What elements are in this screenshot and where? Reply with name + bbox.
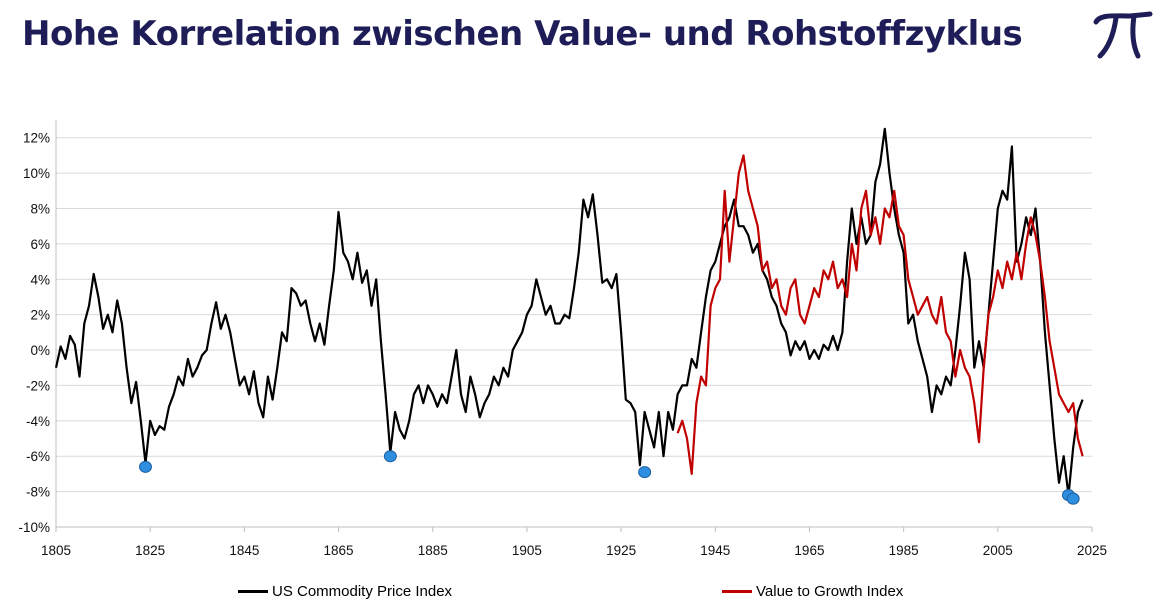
y-tick-label: 10%	[23, 166, 50, 181]
trough-marker	[1066, 492, 1080, 505]
y-tick-label: -6%	[26, 449, 50, 464]
x-tick-label: 1985	[889, 543, 919, 558]
x-tick-label: 1965	[794, 543, 824, 558]
y-tick-label: 0%	[30, 343, 50, 358]
y-tick-label: 8%	[30, 201, 50, 216]
y-tick-label: -8%	[26, 485, 50, 500]
series-line-value-growth	[676, 154, 1084, 475]
x-tick-label: 2025	[1077, 543, 1107, 558]
x-tick-label: 1845	[229, 543, 259, 558]
y-tick-label: 4%	[30, 272, 50, 287]
x-tick-label: 1865	[324, 543, 354, 558]
y-tick-label: -10%	[18, 520, 50, 535]
y-tick-label: 12%	[23, 131, 50, 146]
legend-swatch-red	[722, 590, 752, 593]
legend-label-value-growth: Value to Growth Index	[756, 583, 904, 600]
x-tick-labels: 1805 1825 1845 1865 1885 1905 1925 1945 1965 1985…	[41, 543, 1107, 558]
x-tick-label: 1805	[41, 543, 71, 558]
y-tick-label: 2%	[30, 308, 50, 323]
legend-label-commodity: US Commodity Price Index	[272, 583, 453, 600]
x-tick-label: 1945	[700, 543, 730, 558]
y-tick-labels: -10% -8% -6% -4% -2% 0% 2% 4% 6% 8% 10% 12%	[18, 131, 50, 535]
y-tick-label: -2%	[26, 378, 50, 393]
legend-swatch-black	[238, 590, 268, 593]
axes	[55, 120, 1093, 532]
trough-marker	[638, 466, 652, 479]
x-tick-label: 2005	[983, 543, 1013, 558]
x-tick-label: 1885	[418, 543, 448, 558]
trough-markers	[138, 450, 1080, 505]
trough-marker	[138, 460, 152, 473]
trough-marker	[383, 450, 397, 463]
series-line-commodity	[54, 127, 1084, 497]
grid-lines	[56, 137, 1092, 528]
series-lines	[54, 127, 1084, 497]
x-tick-label: 1905	[512, 543, 542, 558]
y-tick-label: 6%	[30, 237, 50, 252]
legend-item-value-growth: Value to Growth Index	[722, 583, 903, 600]
x-tick-label: 1825	[135, 543, 165, 558]
y-tick-label: -4%	[26, 414, 50, 429]
pi-logo-icon	[1093, 11, 1153, 59]
legend-item-commodity: US Commodity Price Index	[238, 583, 452, 600]
page-title: Hohe Korrelation zwischen Value- und Roh…	[22, 14, 1023, 54]
x-tick-label: 1925	[606, 543, 636, 558]
